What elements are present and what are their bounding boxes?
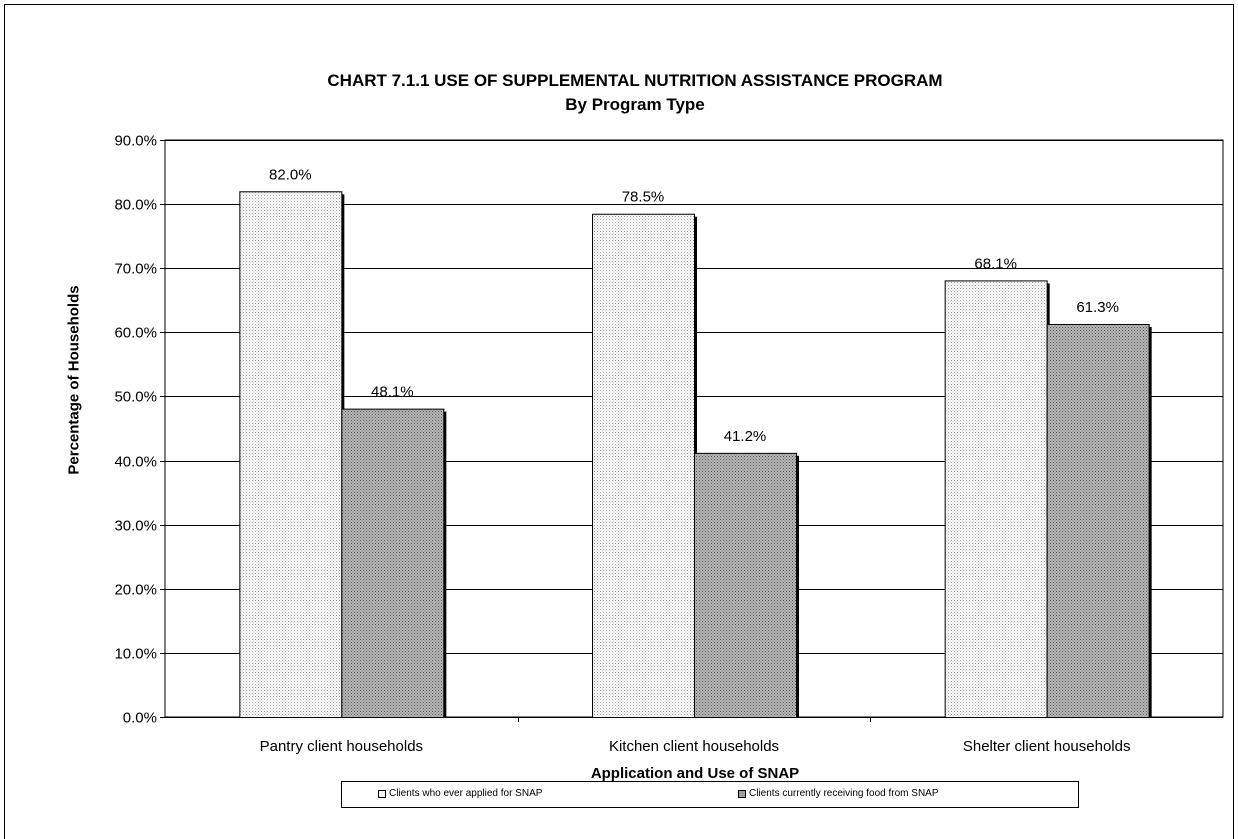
- y-tick-label: 40.0%: [114, 454, 157, 471]
- x-tick-label: Pantry client households: [260, 738, 423, 755]
- y-tick-label: 90.0%: [114, 133, 157, 150]
- data-label: 61.3%: [1076, 299, 1119, 316]
- bar-applied: [239, 191, 343, 719]
- x-tick-label: Shelter client households: [963, 738, 1131, 755]
- legend-item-applied: Clients who ever applied for SNAP: [378, 788, 542, 799]
- legend-label-applied: Clients who ever applied for SNAP: [389, 788, 543, 799]
- bar-applied: [592, 213, 695, 718]
- data-label: 41.2%: [724, 428, 767, 445]
- legend-label-receiving: Clients currently receiving food from SN…: [749, 788, 939, 799]
- y-tick-label: 70.0%: [114, 261, 157, 278]
- y-tick-label: 50.0%: [114, 389, 157, 406]
- x-tick-label: Kitchen client households: [609, 738, 779, 755]
- chart-subtitle: By Program Type: [565, 95, 705, 114]
- data-label: 82.0%: [269, 166, 312, 183]
- x-axis-label: Application and Use of SNAP: [590, 765, 800, 782]
- chart-title: CHART 7.1.1 USE OF SUPPLEMENTAL NUTRITIO…: [327, 71, 943, 90]
- legend-item-receiving: Clients currently receiving food from SN…: [738, 788, 939, 799]
- y-tick-label: 0.0%: [123, 710, 157, 727]
- y-tick-label: 80.0%: [114, 197, 157, 214]
- legend-swatch-receiving: [738, 789, 746, 798]
- data-label: 48.1%: [371, 384, 414, 401]
- data-label: 78.5%: [622, 189, 665, 206]
- y-axis-label: Percentage of Households: [65, 285, 83, 475]
- y-tick-label: 20.0%: [114, 582, 157, 599]
- y-tick-label: 60.0%: [114, 325, 157, 342]
- bar-applied: [944, 280, 1048, 718]
- y-tick-label: 30.0%: [114, 518, 157, 535]
- y-tick-label: 10.0%: [114, 646, 157, 663]
- legend-swatch-applied: [378, 789, 386, 798]
- bar-receiving: [341, 408, 445, 718]
- legend: Clients who ever applied for SNAP Client…: [341, 781, 1079, 808]
- data-label: 68.1%: [974, 255, 1017, 272]
- bar-receiving: [1046, 323, 1150, 718]
- bar-receiving: [694, 452, 797, 718]
